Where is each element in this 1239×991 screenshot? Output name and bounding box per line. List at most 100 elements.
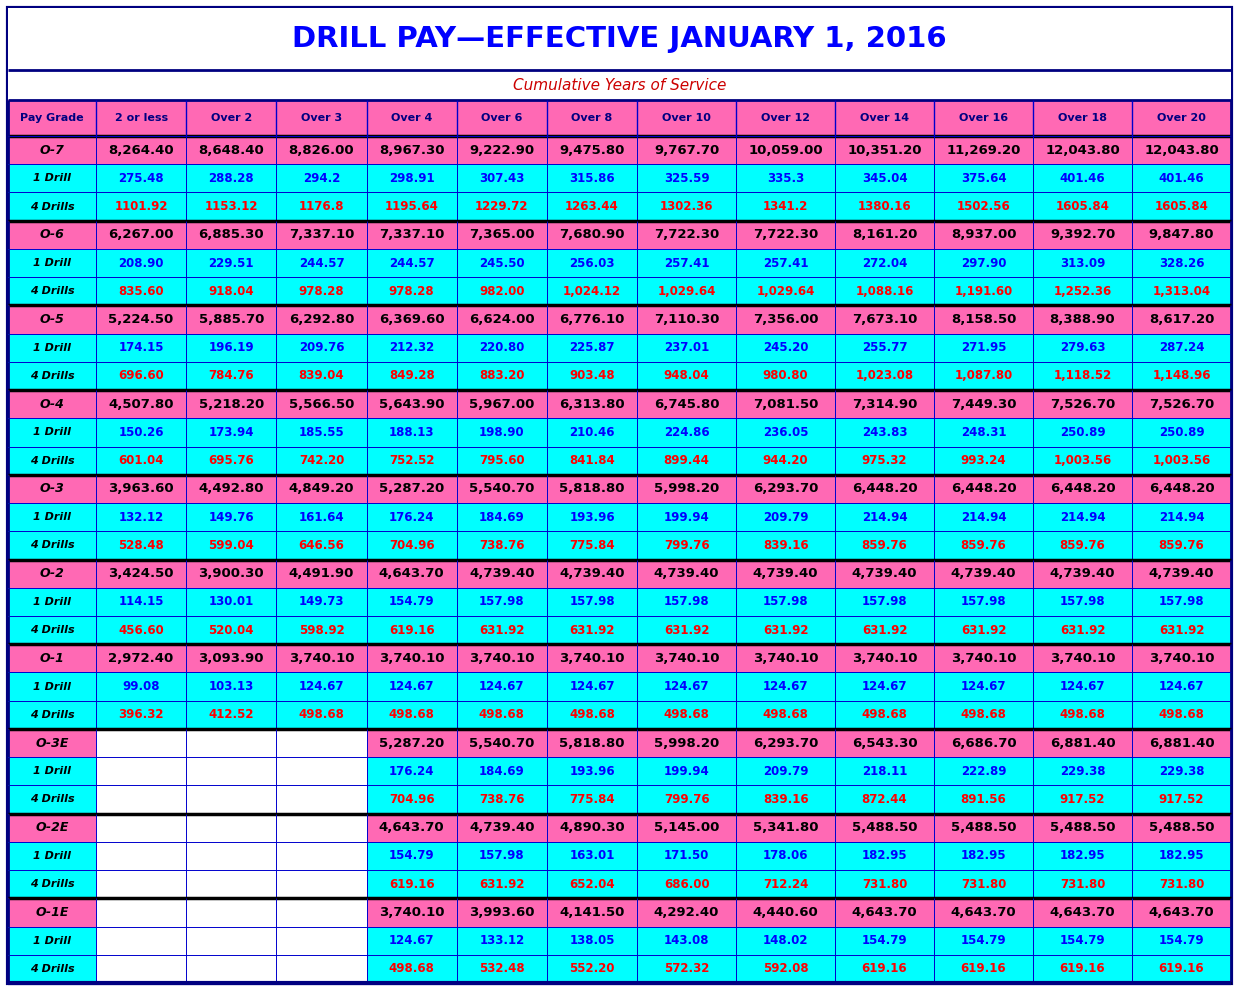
Text: 236.05: 236.05 [763, 426, 808, 439]
Text: 11,269.20: 11,269.20 [947, 144, 1021, 157]
Text: 982.00: 982.00 [479, 284, 524, 297]
Text: 220.80: 220.80 [479, 341, 524, 354]
Bar [7, 100, 1232, 136]
Bar [7, 757, 1232, 785]
Text: 224.86: 224.86 [664, 426, 710, 439]
Bar [95, 757, 186, 785]
Text: 978.28: 978.28 [299, 284, 344, 297]
Text: DRILL PAY—EFFECTIVE JANUARY 1, 2016: DRILL PAY—EFFECTIVE JANUARY 1, 2016 [292, 25, 947, 53]
Text: O-2E: O-2E [35, 822, 68, 834]
Bar [276, 785, 367, 814]
Text: 182.95: 182.95 [862, 849, 907, 862]
Text: 1153.12: 1153.12 [204, 200, 258, 213]
Bar [276, 870, 367, 898]
Text: 6,293.70: 6,293.70 [753, 736, 818, 749]
Bar [7, 221, 1232, 249]
Text: 7,337.10: 7,337.10 [379, 228, 445, 242]
Text: 599.04: 599.04 [208, 539, 254, 552]
Text: 196.19: 196.19 [208, 341, 254, 354]
Bar [7, 870, 1232, 898]
Text: 3,740.10: 3,740.10 [950, 652, 1016, 665]
Text: 272.04: 272.04 [862, 257, 907, 270]
Text: 9,767.70: 9,767.70 [654, 144, 719, 157]
Text: 1263.44: 1263.44 [565, 200, 618, 213]
Text: 149.76: 149.76 [208, 510, 254, 523]
Text: 4,739.40: 4,739.40 [753, 567, 818, 580]
Text: 154.79: 154.79 [1158, 935, 1204, 947]
Text: 704.96: 704.96 [389, 793, 435, 806]
Bar [276, 757, 367, 785]
Text: 859.76: 859.76 [861, 539, 907, 552]
Text: 498.68: 498.68 [861, 709, 907, 721]
Bar [7, 136, 1232, 165]
Bar [7, 673, 1232, 701]
Text: 1 Drill: 1 Drill [33, 766, 71, 776]
Text: Over 18: Over 18 [1058, 113, 1106, 123]
Text: 1 Drill: 1 Drill [33, 936, 71, 945]
Text: 1 Drill: 1 Drill [33, 851, 71, 861]
Text: 229.38: 229.38 [1059, 765, 1105, 778]
Text: 5,643.90: 5,643.90 [379, 397, 445, 410]
Text: 103.13: 103.13 [208, 680, 254, 693]
Bar [7, 588, 1232, 616]
Bar [7, 560, 1232, 588]
Text: 6,369.60: 6,369.60 [379, 313, 445, 326]
Text: 704.96: 704.96 [389, 539, 435, 552]
Text: 298.91: 298.91 [389, 171, 435, 185]
Text: 5,566.50: 5,566.50 [289, 397, 354, 410]
Text: 5,818.80: 5,818.80 [559, 483, 624, 496]
Text: 176.24: 176.24 [389, 765, 435, 778]
Text: 1 Drill: 1 Drill [33, 258, 71, 268]
Text: 143.08: 143.08 [664, 935, 710, 947]
Text: 148.02: 148.02 [763, 935, 808, 947]
Text: 7,081.50: 7,081.50 [753, 397, 818, 410]
Text: 401.46: 401.46 [1059, 171, 1105, 185]
Bar [95, 729, 186, 757]
Bar [7, 475, 1232, 503]
Bar [7, 390, 1232, 418]
Text: 4,292.40: 4,292.40 [654, 906, 720, 919]
Text: 784.76: 784.76 [208, 370, 254, 383]
Text: 157.98: 157.98 [1059, 596, 1105, 608]
Text: 154.79: 154.79 [862, 935, 907, 947]
Text: 742.20: 742.20 [299, 454, 344, 467]
Text: 9,392.70: 9,392.70 [1049, 228, 1115, 242]
Text: 157.98: 157.98 [479, 849, 524, 862]
Text: 245.50: 245.50 [479, 257, 524, 270]
Text: O-7: O-7 [40, 144, 64, 157]
Bar [95, 898, 186, 927]
Text: 4 Drills: 4 Drills [30, 201, 74, 212]
Text: 1,118.52: 1,118.52 [1053, 370, 1111, 383]
Bar [7, 785, 1232, 814]
Text: O-1E: O-1E [35, 906, 68, 919]
Text: 5,341.80: 5,341.80 [753, 822, 818, 834]
Text: 218.11: 218.11 [862, 765, 907, 778]
Text: 731.80: 731.80 [862, 878, 907, 891]
Text: 1,024.12: 1,024.12 [563, 284, 621, 297]
Text: 225.87: 225.87 [569, 341, 615, 354]
Text: 6,745.80: 6,745.80 [654, 397, 720, 410]
Text: 1,087.80: 1,087.80 [954, 370, 1012, 383]
Text: 8,648.40: 8,648.40 [198, 144, 264, 157]
Bar [7, 616, 1232, 644]
Bar [95, 841, 186, 870]
Text: 5,287.20: 5,287.20 [379, 736, 445, 749]
Text: 1 Drill: 1 Drill [33, 512, 71, 522]
Text: 4,739.40: 4,739.40 [1049, 567, 1115, 580]
Text: 163.01: 163.01 [569, 849, 615, 862]
Text: 199.94: 199.94 [664, 765, 710, 778]
Text: 4,440.60: 4,440.60 [753, 906, 819, 919]
Text: 4 Drills: 4 Drills [30, 710, 74, 719]
Text: 598.92: 598.92 [299, 623, 344, 636]
Text: 1229.72: 1229.72 [475, 200, 529, 213]
Text: 4,643.70: 4,643.70 [851, 906, 917, 919]
Text: 4,849.20: 4,849.20 [289, 483, 354, 496]
Text: 1,313.04: 1,313.04 [1152, 284, 1211, 297]
Bar [7, 898, 1232, 927]
Bar [7, 418, 1232, 447]
Text: 132.12: 132.12 [119, 510, 164, 523]
Text: 6,881.40: 6,881.40 [1149, 736, 1214, 749]
Text: 6,313.80: 6,313.80 [559, 397, 624, 410]
Text: O-3E: O-3E [35, 736, 68, 749]
Text: 7,722.30: 7,722.30 [753, 228, 818, 242]
